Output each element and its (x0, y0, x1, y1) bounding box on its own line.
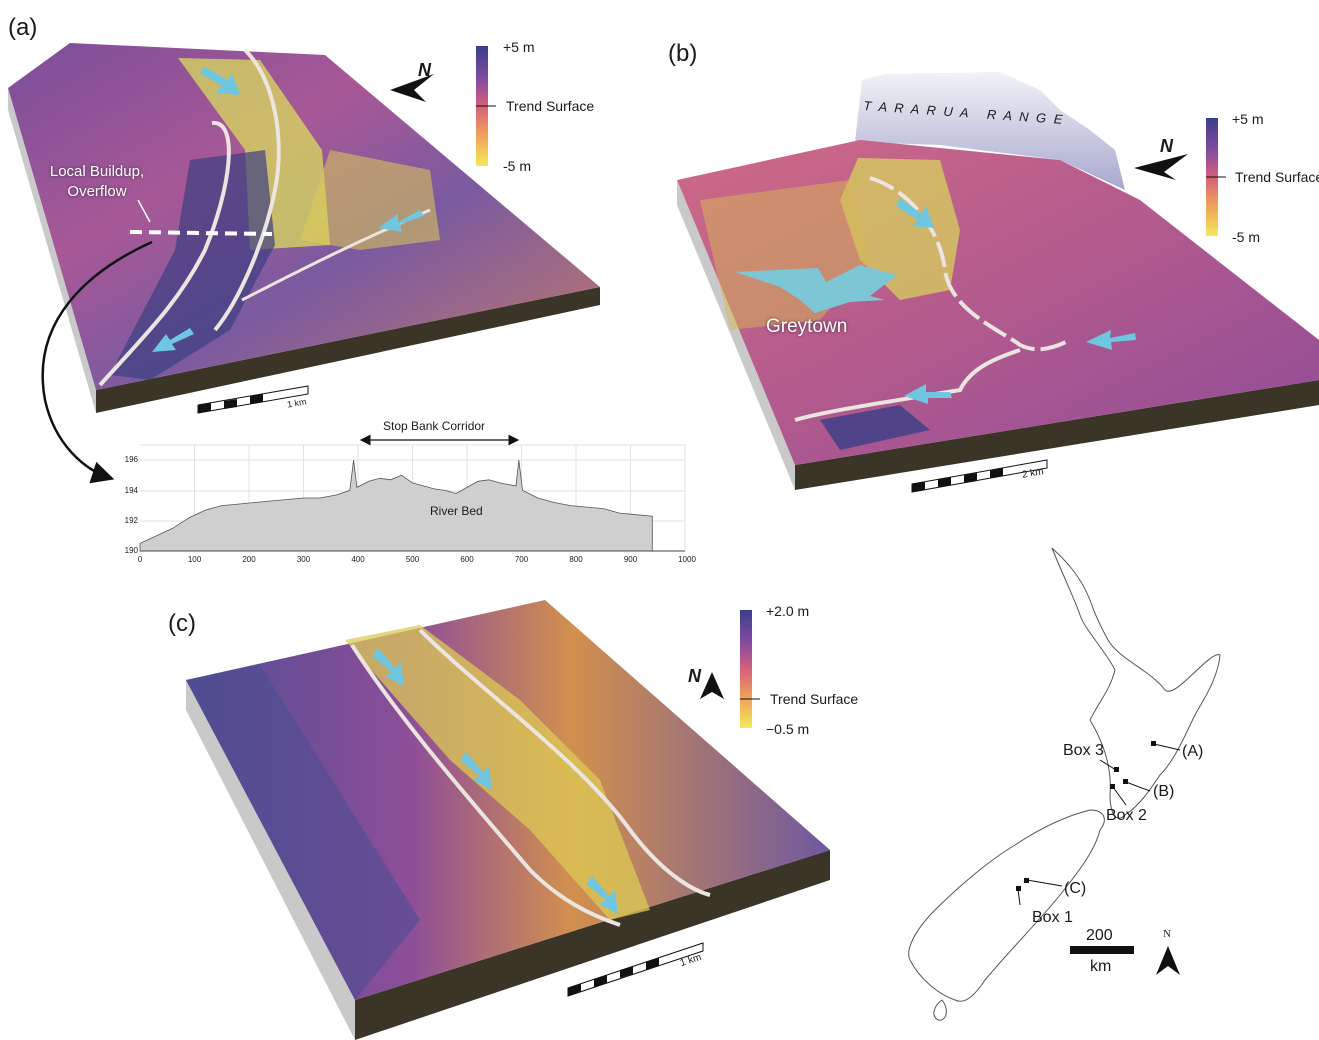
panel-b-north-label: N (1160, 136, 1173, 156)
nz-label-box2: Box 2 (1106, 807, 1147, 824)
profile-xtick: 700 (514, 555, 529, 564)
flow-arrow-icon (1086, 330, 1136, 350)
panel-label-b: (b) (668, 40, 698, 67)
flow-arrow-icon (378, 210, 424, 232)
profile-pointer-arrow (41, 240, 153, 484)
overflow-annotation: Local Buildup, Overflow (42, 162, 152, 202)
panel-c-north-arrow-icon (700, 672, 724, 699)
north-island (1051, 547, 1221, 819)
profile-xtick: 600 (460, 555, 474, 564)
nz-markers (1016, 741, 1181, 906)
flow-arrow-icon (904, 384, 952, 404)
panel-b-side-front (795, 380, 1319, 490)
profile-ytick: 192 (124, 516, 138, 525)
nz-label-b: (B) (1153, 783, 1175, 800)
panel-c-cb-top: +2.0 m (766, 603, 810, 619)
nz-scale-value: 200 (1086, 927, 1113, 944)
panel-a-scalebar (197, 385, 309, 414)
panel-a-cb-top: +5 m (503, 39, 535, 55)
panel-c-side-left (186, 680, 355, 1040)
overflow-line (129, 230, 273, 236)
greytown-label: Greytown (766, 316, 848, 337)
profile-xtick: 300 (296, 555, 311, 564)
panel-a-cb-mid: Trend Surface (506, 98, 595, 114)
panel-c-cb-bottom: −0.5 m (766, 721, 810, 737)
flow-arrow-icon (152, 328, 194, 352)
panel-c-side-front (355, 850, 830, 1040)
panel-a-side-left (8, 88, 96, 413)
nz-north-arrow-icon (1156, 946, 1180, 975)
profile-xtick: 800 (569, 555, 583, 564)
stewart-island (933, 999, 947, 1021)
profile-title: Stop Bank Corridor (383, 419, 486, 433)
profile-xtick: 0 (137, 555, 143, 564)
flow-arrow-icon (460, 752, 492, 790)
greytown-footprint (735, 265, 897, 313)
panel-label-c: (c) (168, 610, 196, 637)
profile-ytick: 190 (124, 546, 138, 555)
flow-arrow-icon (372, 648, 404, 686)
panel-a-block (8, 43, 600, 484)
flow-arrow-icon (586, 876, 618, 914)
nz-scale-unit: km (1090, 958, 1112, 975)
flow-arrow-icon (200, 67, 240, 95)
panel-b-north-arrow-icon (1134, 154, 1188, 180)
panel-a-side-front (96, 287, 600, 413)
nz-map (908, 547, 1221, 1021)
flow-arrow-icon (896, 198, 934, 228)
overflow-annotation-line-2: Overflow (67, 183, 127, 200)
profile-xtick: 1000 (678, 555, 696, 564)
south-island (908, 809, 1105, 1002)
panel-b-scalebar (911, 459, 1048, 493)
panel-c-colorbar (740, 610, 752, 728)
panel-c-cb-mid: Trend Surface (770, 691, 859, 707)
nz-label-a: (A) (1182, 743, 1204, 760)
panel-b-cb-top: +5 m (1232, 111, 1264, 127)
tararua-range (855, 72, 1125, 190)
panel-c-scalebar (567, 942, 704, 997)
panel-b-side-left (677, 180, 795, 490)
annotation-leader (137, 199, 151, 223)
panel-c-block (186, 600, 830, 1040)
profile-xtick: 200 (242, 555, 256, 564)
profile-xtick: 900 (623, 555, 638, 564)
profile-ytick: 194 (124, 486, 138, 495)
overflow-annotation-line-1: Local Buildup, (49, 163, 145, 180)
panel-c-north-label: N (688, 666, 701, 686)
panel-b-cb-mid: Trend Surface (1235, 169, 1319, 185)
panel-b-cb-bottom: -5 m (1232, 229, 1260, 245)
profile-riverbed-label: River Bed (430, 504, 483, 518)
panel-a-cb-bottom: -5 m (503, 158, 531, 174)
panel-a-north-arrow-icon (390, 74, 434, 102)
nz-label-box3: Box 3 (1063, 742, 1104, 759)
profile-xtick: 100 (187, 555, 202, 564)
profile-area (139, 460, 653, 552)
profile-xtick: 400 (351, 555, 365, 564)
profile-chart (139, 434, 686, 552)
panel-label-a: (a) (8, 14, 38, 41)
profile-xtick: 500 (405, 555, 420, 564)
panel-b-block (677, 72, 1319, 490)
nz-scalebar (1070, 946, 1134, 954)
panel-a-north-label: N (418, 60, 431, 80)
nz-label-box1: Box 1 (1032, 909, 1073, 926)
nz-north-label: N (1163, 928, 1171, 940)
nz-label-c: (C) (1064, 880, 1087, 897)
profile-ytick: 196 (124, 455, 138, 464)
